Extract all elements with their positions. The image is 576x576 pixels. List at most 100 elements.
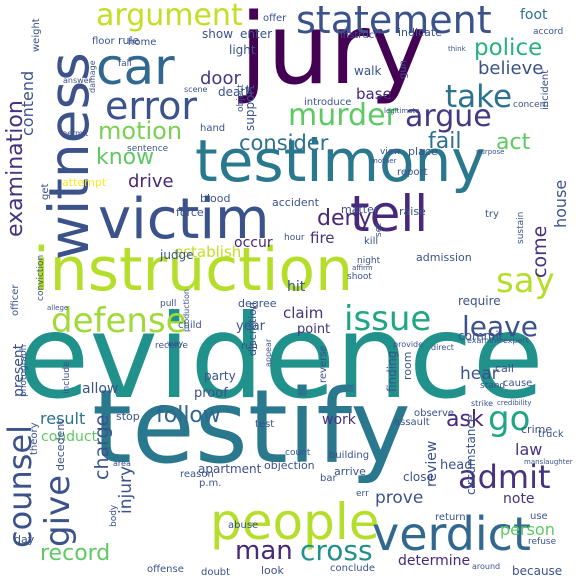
word-door: door <box>200 68 241 89</box>
word-day: day <box>14 533 35 546</box>
word-victim: victim <box>98 187 270 252</box>
word-run: run <box>241 341 258 352</box>
word-act: act <box>496 130 531 155</box>
word-house: house <box>551 179 570 228</box>
word-foot: foot <box>520 7 548 23</box>
word-get: get <box>40 183 51 200</box>
word-child: child <box>178 320 202 331</box>
word-force: force <box>176 206 204 219</box>
word-offense: offense <box>147 564 184 575</box>
word-people: people <box>210 493 380 551</box>
word-sentence: sentence <box>127 144 169 154</box>
word-enter: enter <box>240 27 273 41</box>
word-admit: admit <box>458 458 551 496</box>
word-murder: murder <box>288 98 398 133</box>
word-officer: officer <box>10 284 21 316</box>
word-receive: receive <box>155 341 188 351</box>
word-abuse: abuse <box>228 520 259 531</box>
word-proof: proof <box>194 386 228 401</box>
word-decedent: decedent <box>54 419 67 471</box>
word-fall: fall <box>118 59 132 69</box>
word-defense: defense <box>51 301 187 341</box>
word-theory: theory <box>29 422 40 455</box>
word-police: police <box>474 35 543 61</box>
word-party: party <box>204 369 236 383</box>
word-claim: claim <box>283 304 324 322</box>
word-hand: hand <box>200 123 226 134</box>
word-judge: judge <box>160 248 194 262</box>
word-year: year <box>236 319 266 334</box>
word-drive: drive <box>128 171 174 192</box>
word-accident: accident <box>272 196 319 209</box>
word-try: try <box>485 209 499 220</box>
word-come: come <box>529 225 551 278</box>
word-hear: hear <box>460 364 499 384</box>
word-production: production <box>182 289 191 332</box>
word-determine: determine <box>398 553 471 569</box>
word-argue: argue <box>405 99 492 134</box>
word-arrive: arrive <box>334 465 366 478</box>
word-establish: establish <box>174 243 242 261</box>
word-gun: gun <box>398 59 409 79</box>
word-use: use <box>530 511 548 522</box>
word-allow: allow <box>82 381 119 397</box>
word-purpose: purpose <box>476 148 505 156</box>
word-deny: deny <box>317 206 372 231</box>
word-show: show <box>202 27 234 41</box>
word-observe: observe <box>414 408 455 419</box>
word-circumstance: circumstance <box>464 414 478 495</box>
word-place: place <box>408 145 438 158</box>
word-concern: concern <box>513 100 549 110</box>
word-leave: leave <box>462 310 538 343</box>
word-contend: contend <box>18 70 37 136</box>
word-man: man <box>235 536 293 566</box>
word-area: area <box>113 459 131 468</box>
word-death: death <box>218 85 253 99</box>
word-occur: occur <box>234 235 273 251</box>
word-charge: charge <box>91 414 113 480</box>
word-ask: ask <box>446 407 484 432</box>
word-base: base <box>356 85 392 103</box>
word-answer: answer <box>63 76 92 85</box>
word-believe: believe <box>478 58 544 79</box>
word-jury: jury <box>240 0 428 107</box>
word-argument: argument <box>96 0 243 33</box>
word-consider: consider <box>239 131 329 155</box>
word-photograph: photograph <box>19 344 29 397</box>
word-room: room <box>401 351 414 380</box>
word-mother: mother <box>371 157 397 165</box>
word-hour: hour <box>284 233 305 243</box>
word-legitimate: legitimate <box>384 107 420 115</box>
word-stand: stand <box>480 381 506 391</box>
word-kill: kill <box>364 236 379 247</box>
word-conviction: conviction <box>36 254 46 301</box>
word-motion: motion <box>98 117 183 145</box>
word-doubt: doubt <box>201 567 231 576</box>
word-introduce: introduce <box>304 97 352 108</box>
word-result: result <box>40 409 86 428</box>
word-record: record <box>40 541 111 566</box>
word-law: law <box>515 440 543 459</box>
word-matter: matter <box>341 203 379 216</box>
word-walk: walk <box>354 64 382 78</box>
word-direct: direct <box>431 343 454 352</box>
word-pull: pull <box>160 299 177 309</box>
word-strike: strike <box>471 399 494 408</box>
word-around: around <box>472 562 501 571</box>
word-work: work <box>322 412 356 428</box>
word-affirm: affirm <box>352 264 373 272</box>
word-look: look <box>261 564 284 576</box>
word-reason: reason <box>180 469 214 480</box>
word-follow: follow <box>156 403 221 428</box>
word-bar: bar <box>320 473 337 484</box>
word-note: note <box>503 491 535 507</box>
word-home: home <box>128 37 157 48</box>
word-tell: tell <box>350 185 429 243</box>
word-go: go <box>488 399 531 439</box>
word-expert: expert <box>503 336 529 345</box>
word-floor: floor <box>92 36 115 47</box>
word-appear: appear <box>264 338 273 367</box>
word-attempt: attempt <box>62 176 107 189</box>
word-light: light <box>229 43 256 57</box>
word-instruction: instruction <box>33 235 354 305</box>
